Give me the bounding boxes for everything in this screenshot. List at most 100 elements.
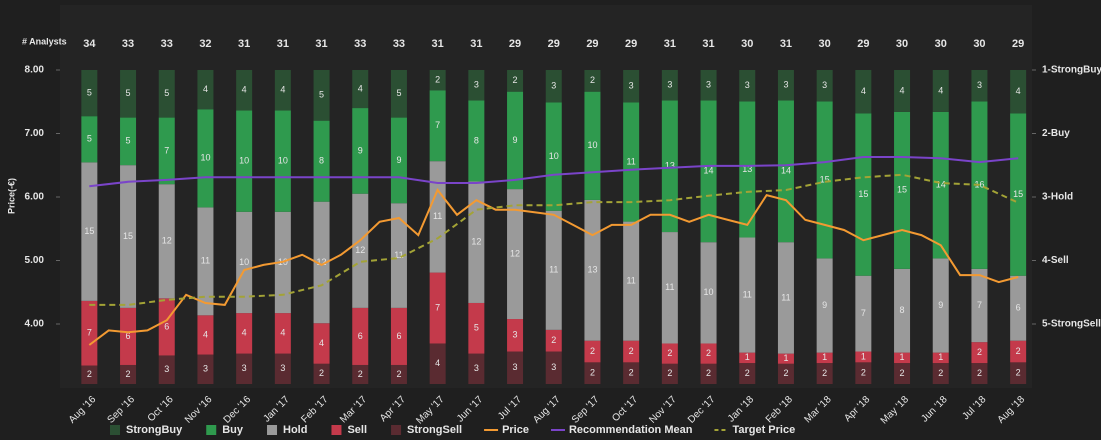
bar-label: 8 (900, 305, 905, 315)
bar-segment (894, 111, 911, 269)
bar-segment (352, 307, 369, 365)
bar-segment (274, 110, 291, 212)
analysts-count: 30 (896, 38, 908, 50)
bar-segment (777, 100, 794, 243)
bar-label: 11 (626, 156, 635, 166)
bar-label: 4 (242, 328, 247, 338)
bar-segment (313, 363, 330, 384)
legend-swatch (206, 425, 217, 435)
bar-segment (661, 343, 678, 364)
bar-label: 2 (590, 346, 595, 356)
bar-label: 6 (164, 321, 169, 331)
bar-label: 2 (319, 368, 324, 378)
bar-segment (197, 207, 214, 316)
bar-label: 2 (706, 368, 711, 378)
bar-segment (81, 300, 98, 366)
bar-segment (661, 70, 678, 101)
bar-label: 2 (87, 369, 92, 379)
bar-label: 3 (474, 363, 479, 373)
bar-label: 4 (861, 86, 866, 96)
bar-label: 2 (126, 369, 131, 379)
bar-segment (971, 70, 988, 102)
bar-label: 10 (549, 151, 559, 161)
bar-label: 5 (87, 87, 92, 97)
analysts-count: 33 (122, 38, 134, 50)
bar-segment (507, 91, 524, 190)
legend-label: StrongBuy (126, 424, 183, 436)
bar-segment (623, 102, 640, 222)
bar-label: 2 (1016, 346, 1021, 356)
bar-label: 2 (358, 369, 363, 379)
bar-label: 5 (164, 88, 169, 98)
analysts-count: 29 (548, 38, 560, 50)
bar-label: 2 (590, 75, 595, 85)
analysts-count: 29 (509, 38, 521, 50)
bar-label: 9 (822, 300, 827, 310)
bar-segment (545, 351, 562, 384)
bar-segment (197, 354, 214, 384)
bar-label: 5 (87, 134, 92, 144)
bar-segment (700, 100, 717, 243)
bar-label: 4 (435, 358, 440, 368)
bar-label: 3 (203, 364, 208, 374)
analysts-count: 31 (470, 38, 482, 50)
bar-label: 3 (513, 362, 518, 372)
y2-tick-label: 3-Hold (1042, 192, 1073, 203)
bar-label: 9 (938, 300, 943, 310)
bar-segment (120, 117, 137, 166)
bar-label: 5 (396, 88, 401, 98)
bar-segment (81, 116, 98, 163)
bar-segment (390, 203, 407, 308)
legend-label: Recommendation Mean (569, 424, 693, 436)
legend-label: Buy (222, 424, 244, 436)
bar-label: 3 (513, 330, 518, 340)
line (88, 188, 1019, 346)
bar-segment (236, 313, 253, 354)
bar-segment (932, 70, 949, 112)
bar-segment (700, 242, 717, 344)
bar-label: 3 (629, 81, 634, 91)
bar-label: 11 (433, 211, 442, 221)
bar-label: 1 (783, 353, 788, 363)
bar-label: 7 (977, 300, 982, 310)
bar-segment (429, 343, 446, 384)
bar-segment (777, 242, 794, 354)
legend-swatch (331, 425, 342, 435)
bar-label: 5 (126, 136, 131, 146)
bar-label: 7 (87, 328, 92, 338)
bar-segment (507, 189, 524, 320)
bar-segment (313, 120, 330, 202)
analysts-count: 29 (586, 38, 598, 50)
bar-label: 10 (704, 287, 714, 297)
bar-label: 2 (667, 368, 672, 378)
analysts-count: 30 (935, 38, 947, 50)
bar-label: 9 (396, 155, 401, 165)
bar-segment (158, 117, 175, 185)
legend-label: StrongSell (407, 424, 462, 436)
bar-segment (468, 302, 485, 354)
bar-label: 12 (162, 236, 172, 246)
bar-label: 11 (394, 250, 403, 260)
bar-segment (158, 184, 175, 299)
bar-segment (120, 307, 137, 365)
bar-segment (352, 108, 369, 194)
legend-label: Hold (283, 424, 307, 436)
bar-label: 2 (938, 368, 943, 378)
bar-label: 4 (242, 85, 247, 95)
bar-segment (816, 258, 833, 353)
bar-segment (274, 70, 291, 111)
bar-label: 7 (164, 145, 169, 155)
bar-label: 4 (358, 83, 363, 93)
bar-segment (932, 352, 949, 364)
analysts-count: 29 (625, 38, 637, 50)
bar-label: 4 (280, 328, 285, 338)
bar-segment (429, 272, 446, 344)
bar-segment (700, 343, 717, 364)
bar-segment (390, 117, 407, 204)
bar-segment (313, 323, 330, 364)
bar-label: 3 (280, 363, 285, 373)
analysts-count: 29 (1012, 38, 1024, 50)
bar-label: 2 (1016, 368, 1021, 378)
bar-segment (390, 364, 407, 384)
